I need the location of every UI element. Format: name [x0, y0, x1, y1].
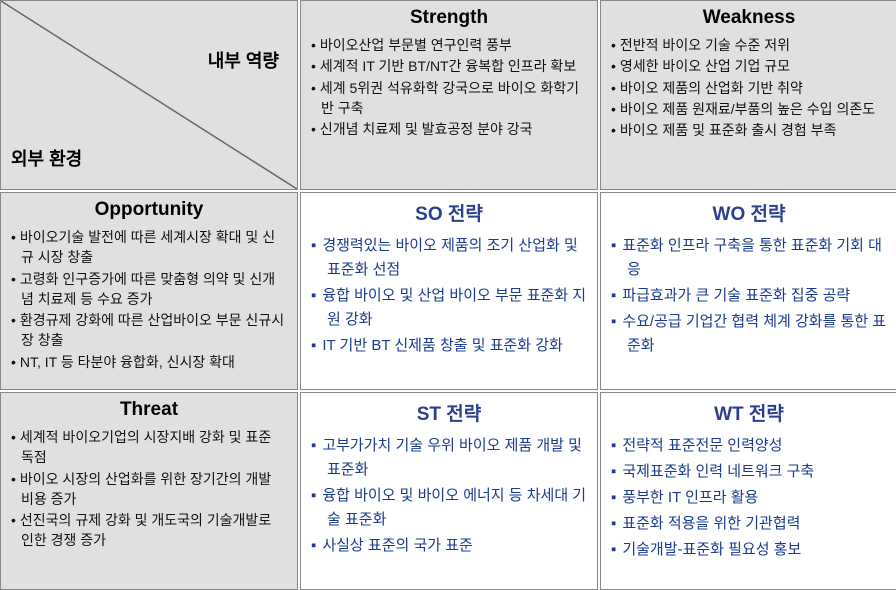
list-item: 바이오 제품 및 표준화 출시 경험 부족: [611, 120, 887, 140]
weakness-list: 전반적 바이오 기술 수준 저위 영세한 바이오 산업 기업 규모 바이오 제품…: [611, 35, 887, 140]
list-item: 융합 바이오 및 산업 바이오 부문 표준화 지원 강화: [311, 284, 587, 332]
wt-cell: WT 전략 전략적 표준전문 인력양성 국제표준화 인력 네트워크 구축 풍부한…: [600, 392, 896, 590]
opportunity-cell: Opportunity 바이오기술 발전에 따른 세계시장 확대 및 신규 시장…: [0, 192, 298, 390]
strength-title: Strength: [311, 7, 587, 29]
list-item: NT, IT 등 타분야 융합화, 신시장 확대: [11, 352, 287, 372]
st-cell: ST 전략 고부가가치 기술 우위 바이오 제품 개발 및 표준화 융합 바이오…: [300, 392, 598, 590]
list-item: 바이오기술 발전에 따른 세계시장 확대 및 신규 시장 창출: [11, 227, 287, 268]
swot-grid: 내부 역량 외부 환경 Strength 바이오산업 부문별 연구인력 풍부 세…: [0, 0, 896, 590]
threat-list: 세계적 바이오기업의 시장지배 강화 및 표준 독점 바이오 시장의 산업화를 …: [11, 427, 287, 551]
threat-title: Threat: [11, 399, 287, 421]
weakness-cell: Weakness 전반적 바이오 기술 수준 저위 영세한 바이오 산업 기업 …: [600, 0, 896, 190]
list-item: 세계 5위권 석유화학 강국으로 바이오 화학기반 구축: [311, 78, 587, 119]
list-item: 기술개발-표준화 필요성 홍보: [611, 538, 887, 562]
axis-external-label: 외부 환경: [11, 145, 82, 171]
list-item: 바이오 제품 원재료/부품의 높은 수입 의존도: [611, 99, 887, 119]
list-item: 바이오 제품의 산업화 기반 취약: [611, 78, 887, 98]
list-item: 전략적 표준전문 인력양성: [611, 434, 887, 458]
list-item: 세계적 IT 기반 BT/NT간 융복합 인프라 확보: [311, 56, 587, 76]
list-item: 환경규제 강화에 따른 산업바이오 부문 신규시장 창출: [11, 310, 287, 351]
list-item: 경쟁력있는 바이오 제품의 조기 산업화 및 표준화 선점: [311, 234, 587, 282]
list-item: 영세한 바이오 산업 기업 규모: [611, 56, 887, 76]
wt-title: WT 전략: [611, 399, 887, 426]
list-item: 바이오산업 부문별 연구인력 풍부: [311, 35, 587, 55]
list-item: 파급효과가 큰 기술 표준화 집중 공략: [611, 284, 887, 308]
list-item: 표준화 인프라 구축을 통한 표준화 기회 대응: [611, 234, 887, 282]
wo-title: WO 전략: [611, 199, 887, 226]
list-item: 표준화 적용을 위한 기관협력: [611, 512, 887, 536]
so-list: 경쟁력있는 바이오 제품의 조기 산업화 및 표준화 선점 융합 바이오 및 산…: [311, 234, 587, 358]
list-item: IT 기반 BT 신제품 창출 및 표준화 강화: [311, 334, 587, 358]
weakness-title: Weakness: [611, 7, 887, 29]
axis-internal-label: 내부 역량: [208, 47, 279, 73]
so-cell: SO 전략 경쟁력있는 바이오 제품의 조기 산업화 및 표준화 선점 융합 바…: [300, 192, 598, 390]
threat-cell: Threat 세계적 바이오기업의 시장지배 강화 및 표준 독점 바이오 시장…: [0, 392, 298, 590]
axis-cell: 내부 역량 외부 환경: [0, 0, 298, 190]
opportunity-title: Opportunity: [11, 199, 287, 221]
wt-list: 전략적 표준전문 인력양성 국제표준화 인력 네트워크 구축 풍부한 IT 인프…: [611, 434, 887, 562]
list-item: 전반적 바이오 기술 수준 저위: [611, 35, 887, 55]
list-item: 사실상 표준의 국가 표준: [311, 534, 587, 558]
list-item: 신개념 치료제 및 발효공정 분야 강국: [311, 119, 587, 139]
wo-cell: WO 전략 표준화 인프라 구축을 통한 표준화 기회 대응 파급효과가 큰 기…: [600, 192, 896, 390]
opportunity-list: 바이오기술 발전에 따른 세계시장 확대 및 신규 시장 창출 고령화 인구증가…: [11, 227, 287, 372]
list-item: 융합 바이오 및 바이오 에너지 등 차세대 기술 표준화: [311, 484, 587, 532]
list-item: 수요/공급 기업간 협력 체계 강화를 통한 표준화: [611, 310, 887, 358]
st-list: 고부가가치 기술 우위 바이오 제품 개발 및 표준화 융합 바이오 및 바이오…: [311, 434, 587, 558]
strength-list: 바이오산업 부문별 연구인력 풍부 세계적 IT 기반 BT/NT간 융복합 인…: [311, 35, 587, 139]
list-item: 바이오 시장의 산업화를 위한 장기간의 개발 비용 증가: [11, 469, 287, 510]
list-item: 고부가가치 기술 우위 바이오 제품 개발 및 표준화: [311, 434, 587, 482]
list-item: 풍부한 IT 인프라 활용: [611, 486, 887, 510]
list-item: 세계적 바이오기업의 시장지배 강화 및 표준 독점: [11, 427, 287, 468]
list-item: 고령화 인구증가에 따른 맞춤형 의약 및 신개념 치료제 등 수요 증가: [11, 269, 287, 310]
wo-list: 표준화 인프라 구축을 통한 표준화 기회 대응 파급효과가 큰 기술 표준화 …: [611, 234, 887, 358]
strength-cell: Strength 바이오산업 부문별 연구인력 풍부 세계적 IT 기반 BT/…: [300, 0, 598, 190]
so-title: SO 전략: [311, 199, 587, 226]
list-item: 선진국의 규제 강화 및 개도국의 기술개발로 인한 경쟁 증가: [11, 510, 287, 551]
st-title: ST 전략: [311, 399, 587, 426]
list-item: 국제표준화 인력 네트워크 구축: [611, 460, 887, 484]
